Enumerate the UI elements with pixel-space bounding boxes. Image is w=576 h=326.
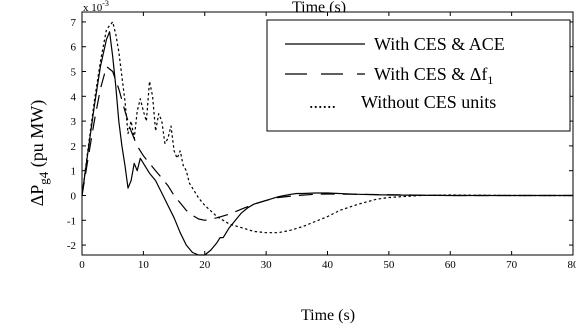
x-tick-label: 20: [199, 259, 211, 271]
x-tick-label: 50: [383, 259, 395, 271]
y-tick-label: 7: [71, 17, 77, 29]
legend-label-3: Without CES units: [361, 92, 496, 112]
x-tick-label: 30: [261, 259, 273, 271]
y-tick-label: 6: [71, 42, 77, 54]
x-tick-label: 60: [445, 259, 457, 271]
y-tick-label: 2: [71, 141, 77, 153]
series-line-dotted: [81, 21, 573, 234]
y-tick-label: 3: [71, 116, 77, 128]
x-tick-label: 10: [138, 259, 150, 271]
legend: With CES & ACE With CES & Δf1 ...... Wit…: [266, 19, 571, 132]
x-tick-label: 40: [322, 259, 334, 271]
x-tick-label: 80: [568, 259, 576, 271]
y-axis-label: ΔPg4 (pu MW): [27, 100, 51, 207]
y-tick-label: -1: [67, 215, 76, 227]
y-tick-label: 5: [71, 67, 77, 79]
y-tick-label: -2: [67, 240, 76, 252]
legend-label-1: With CES & ACE: [374, 34, 505, 54]
legend-label-2: With CES & Δf1: [374, 64, 493, 87]
axis-ticks: 0 10 20 30 40 50 60 70 80 -2 -1 0 1 2 3 4 5 6 7: [67, 12, 576, 271]
exponent-label: x 10-3: [83, 0, 109, 14]
x-tick-label: 70: [506, 259, 518, 271]
series-line-longdash: [81, 66, 573, 221]
legend-swatch-dotted: ......: [309, 92, 336, 112]
x-tick-label: 0: [79, 259, 85, 271]
y-tick-label: 0: [71, 190, 77, 202]
x-axis-label: Time (s): [301, 307, 355, 324]
legend-box: [266, 19, 571, 132]
y-tick-label: 1: [71, 166, 77, 178]
series-line-solid: [81, 31, 573, 256]
y-tick-label: 4: [71, 91, 77, 103]
data-series: [81, 21, 573, 256]
